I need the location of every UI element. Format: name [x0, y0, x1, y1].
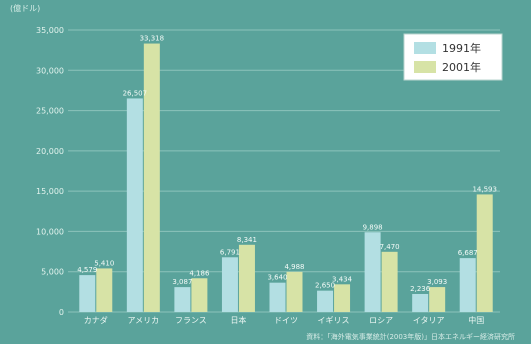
x-category-label: アメリカ [128, 316, 160, 325]
y-tick-label: 20,000 [36, 147, 64, 156]
bar-1991 [412, 293, 429, 312]
bar-2001 [429, 287, 446, 312]
legend-label-2001: 2001年 [442, 60, 481, 74]
data-label-1991: 3,087 [172, 278, 192, 286]
bar-1991 [364, 232, 381, 312]
data-label-1991: 6,791 [220, 248, 240, 256]
data-label-2001: 4,186 [189, 269, 210, 277]
bar-2001 [381, 251, 398, 312]
x-category-label: 中国 [468, 315, 484, 325]
bar-2001 [476, 194, 493, 312]
data-label-2001: 5,410 [94, 259, 114, 267]
data-label-1991: 2,650 [315, 282, 335, 290]
legend: 1991年 2001年 [403, 33, 503, 81]
y-tick-label: 35,000 [36, 26, 64, 35]
bar-1991 [317, 290, 334, 312]
x-category-label: ロシア [369, 316, 393, 325]
bar-1991 [79, 275, 96, 312]
legend-swatch-1991 [414, 42, 436, 54]
bar-1991 [126, 98, 143, 312]
data-label-2001: 4,988 [284, 263, 304, 271]
legend-label-1991: 1991年 [442, 41, 481, 55]
bar-1991 [459, 258, 476, 312]
source-note: 資料：「海外電気事業統計(2003年版)」日本エネルギー経済研究所 [306, 332, 515, 341]
data-label-1991: 3,640 [267, 274, 287, 282]
bar-1991 [221, 257, 238, 312]
y-axis-unit-label: (億ドル) [10, 3, 40, 13]
y-tick-label: 0 [59, 308, 64, 317]
y-axis-ticks: 0 5,000 10,000 15,000 20,000 25,000 30,000 35,0… [36, 26, 64, 317]
legend-swatch-2001 [414, 61, 436, 73]
x-category-label: イギリス [318, 316, 350, 325]
data-label-1991: 26,507 [123, 89, 148, 97]
y-tick-label: 30,000 [36, 66, 64, 75]
bar-2001 [191, 278, 208, 312]
bars [79, 43, 493, 312]
bar-2001 [238, 244, 255, 312]
y-tick-label: 10,000 [36, 227, 64, 236]
data-label-1991: 6,687 [458, 249, 478, 257]
bar-2001 [96, 268, 113, 312]
y-tick-label: 15,000 [36, 187, 64, 196]
bar-2001 [286, 271, 303, 312]
x-category-label: フランス [175, 316, 207, 325]
data-label-2001: 3,434 [332, 275, 353, 283]
data-label-2001: 3,093 [427, 278, 447, 286]
bar-1991 [269, 282, 286, 312]
bar-2001 [334, 284, 351, 312]
x-category-label: イタリア [413, 316, 445, 325]
y-tick-label: 25,000 [36, 107, 64, 116]
data-label-2001: 33,318 [140, 35, 165, 43]
bar-1991 [174, 287, 191, 312]
bar-2001 [143, 43, 160, 312]
data-label-1991: 2,236 [410, 285, 431, 293]
data-label-2001: 7,470 [380, 243, 400, 251]
x-category-label: カナダ [84, 315, 108, 325]
x-category-label: ドイツ [274, 316, 298, 325]
data-label-2001: 14,593 [472, 185, 497, 193]
data-label-1991: 4,579 [77, 266, 97, 274]
x-axis-categories: カナダ アメリカ フランス 日本 ドイツ イギリス ロシア イタリア 中国 [84, 315, 484, 325]
data-label-2001: 8,341 [237, 236, 257, 244]
x-category-label: 日本 [230, 315, 246, 325]
data-label-1991: 9,898 [363, 223, 383, 231]
y-tick-label: 5,000 [41, 268, 64, 277]
